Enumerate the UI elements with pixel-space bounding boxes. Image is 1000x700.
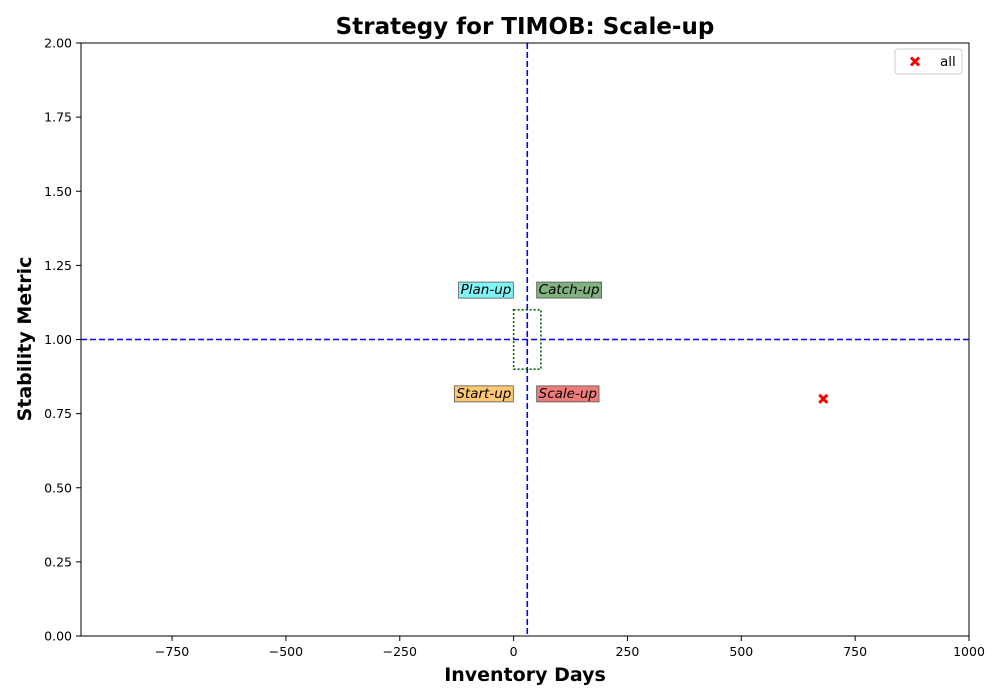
y-tick-label: 0.00: [44, 629, 72, 644]
quadrant-label-box: [536, 281, 603, 299]
quadrant-label-box: [536, 385, 600, 403]
quadrant-label-text: Scale-up: [539, 386, 597, 402]
y-tick-label: 0.25: [44, 554, 72, 569]
y-tick-label: 0.50: [44, 480, 72, 495]
y-tick-label: 1.00: [44, 332, 72, 347]
legend-marker: [909, 56, 921, 67]
y-tick-label: 1.25: [44, 258, 72, 273]
plot-area: Plan-up Catch-up Start-up Scale-up −750 −500 −…: [44, 36, 985, 660]
chart-title: Strategy for TIMOB: Scale-up: [336, 14, 715, 40]
legend: all: [894, 48, 963, 75]
quadrant-label-text: Plan-up: [461, 282, 512, 298]
x-tick-label: 250: [616, 644, 640, 659]
x-tick-label: 500: [729, 644, 753, 659]
quadrant-label-text: Start-up: [456, 386, 511, 402]
x-tick-label: 1000: [953, 644, 985, 659]
legend-label: all: [940, 54, 956, 70]
data-point-all: [818, 393, 829, 404]
x-tick-label: −750: [155, 644, 189, 659]
y-tick-label: 0.75: [44, 406, 72, 421]
quadrant-label-plan-up: Plan-up: [458, 281, 514, 299]
x-tick-label: −250: [383, 644, 417, 659]
quadrant-label-scale-up: Scale-up: [536, 385, 600, 403]
x-tick-label: 750: [843, 644, 867, 659]
quadrant-label-box: [453, 385, 514, 403]
quadrant-label-text: Catch-up: [539, 282, 600, 298]
target-box: [512, 309, 542, 370]
x-tick-label: −500: [269, 644, 303, 659]
quadrant-label-catch-up: Catch-up: [536, 281, 603, 299]
y-tick-label: 1.50: [44, 184, 72, 199]
quadrant-label-start-up: Start-up: [453, 385, 514, 403]
x-tick-label: 0: [510, 644, 518, 659]
y-axis-title: Stability Metric: [14, 257, 36, 422]
x-axis-title: Inventory Days: [444, 664, 606, 686]
marker-stroke: [818, 393, 829, 404]
y-tick-label: 2.00: [44, 36, 72, 51]
legend-box: [894, 48, 963, 75]
marker-stroke: [909, 56, 921, 67]
y-tick-label: 1.75: [44, 110, 72, 125]
quadrant-label-box: [458, 281, 514, 299]
